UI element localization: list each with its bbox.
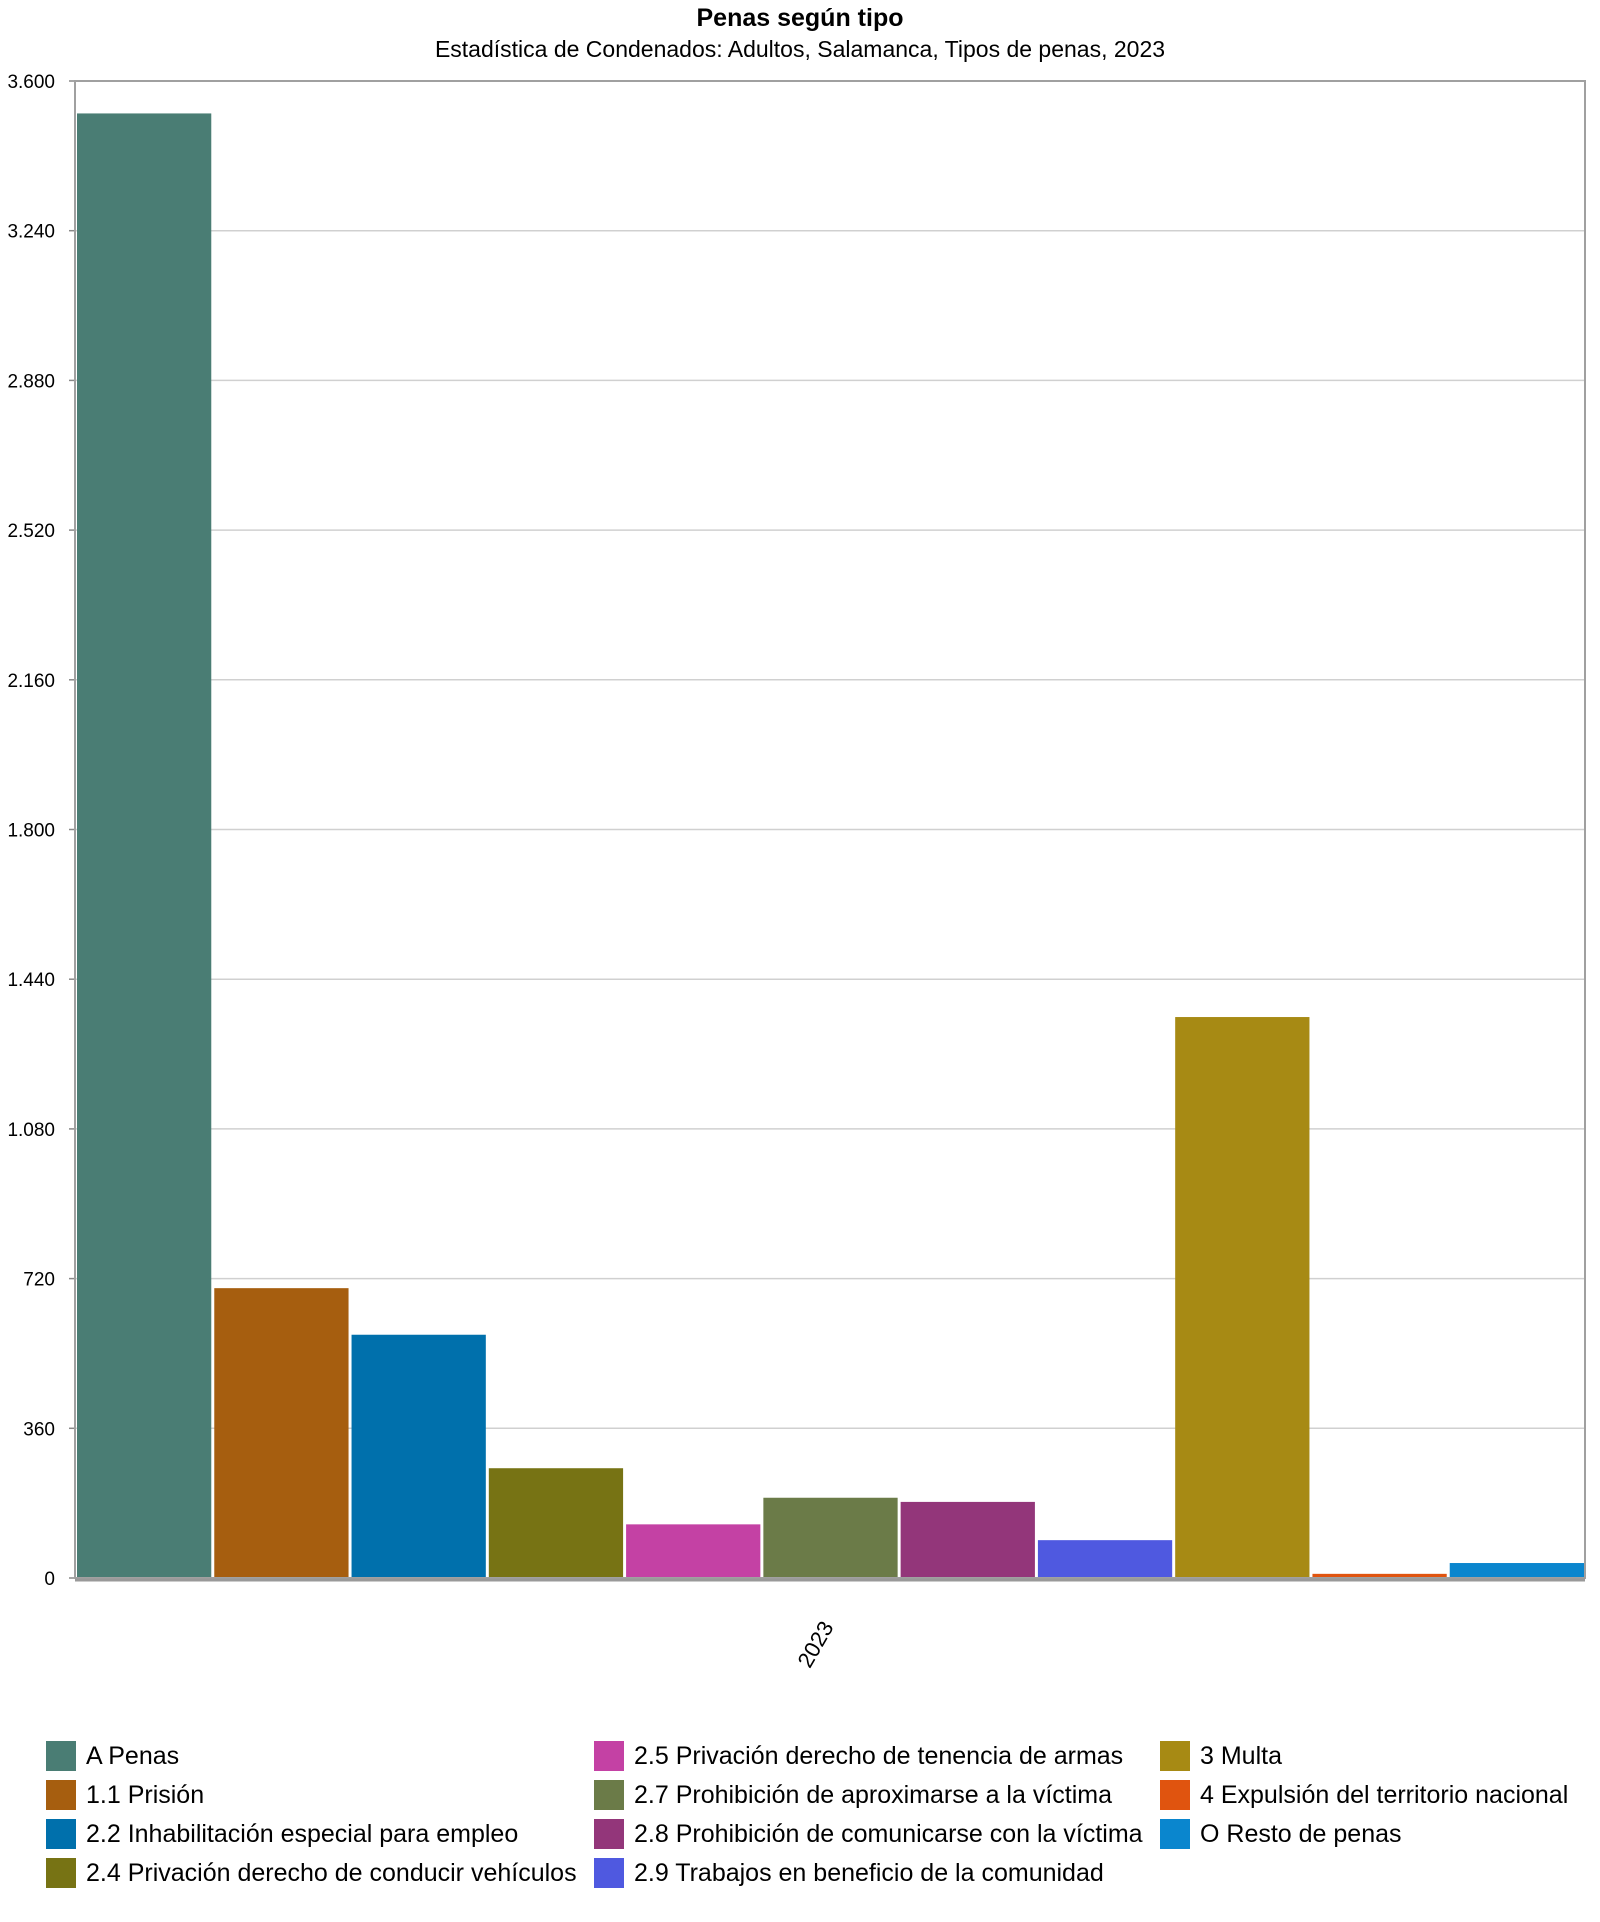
bar-8 [1037,1540,1173,1578]
y-tick-label: 3.240 [7,222,55,243]
bar-1 [77,113,212,1578]
bar-3 [351,1334,486,1578]
bar-9 [1175,1017,1310,1578]
y-tick-label: 0 [44,1569,55,1590]
bar-6 [763,1497,898,1578]
chart-title: Penas según tipo [696,4,904,32]
y-tick-label: 2.880 [7,371,55,392]
x-axis-ticks: 2023 [792,1617,838,1672]
bar-11 [1449,1563,1584,1578]
y-axis-ticks: 0 360 720 1.080 1.440 1.800 2.160 2.520 2.880 3.2… [7,72,75,1590]
y-tick-label: 1.440 [7,970,55,991]
bar-4 [488,1468,624,1578]
y-tick-label: 720 [23,1270,55,1291]
y-tick-label: 2.160 [7,671,55,692]
chart-subtitle: Estadística de Condenados: Adultos, Sala… [434,36,1166,62]
bar-2 [214,1288,349,1578]
y-tick-label: 360 [23,1419,55,1440]
y-tick-label: 1.080 [7,1120,55,1141]
y-tick-label: 3.600 [7,72,55,93]
x-tick-label: 2023 [792,1617,838,1672]
plot-frame [74,80,1586,1579]
y-tick-label: 1.800 [7,821,55,842]
bar-10 [1312,1573,1447,1578]
bar-5 [626,1524,761,1578]
y-tick-label: 2.520 [7,521,55,542]
bars [77,113,1584,1578]
bar-7 [900,1501,1035,1578]
axes [74,80,1586,1582]
